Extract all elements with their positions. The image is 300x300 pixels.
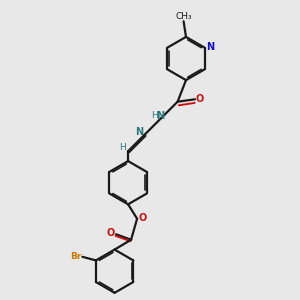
Text: N: N xyxy=(156,111,164,121)
Text: CH₃: CH₃ xyxy=(175,12,192,21)
Text: O: O xyxy=(138,213,147,223)
Text: N: N xyxy=(206,42,214,52)
Text: N: N xyxy=(135,127,143,137)
Text: H: H xyxy=(119,143,125,152)
Text: H: H xyxy=(151,111,158,120)
Text: O: O xyxy=(106,228,115,238)
Text: Br: Br xyxy=(70,252,81,261)
Text: O: O xyxy=(196,94,204,104)
